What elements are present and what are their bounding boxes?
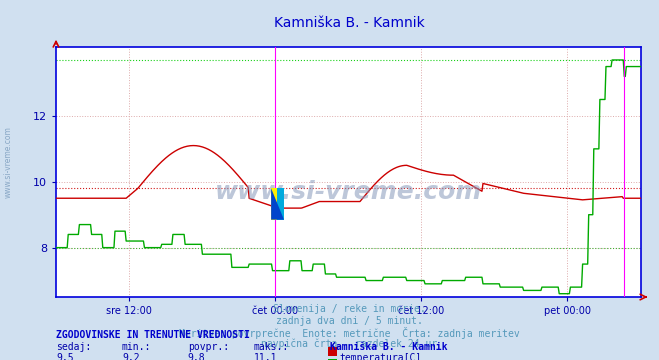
Text: www.si-vreme.com: www.si-vreme.com [215,180,482,204]
Text: Kamniška B. - Kamnik: Kamniška B. - Kamnik [330,342,447,352]
Text: navpična črta - razdelek 24 ur: navpična črta - razdelek 24 ur [261,339,438,349]
Text: 9,8: 9,8 [188,353,206,360]
Text: zadnja dva dni / 5 minut.: zadnja dva dni / 5 minut. [276,316,422,326]
Text: temperatura[C]: temperatura[C] [339,353,422,360]
Text: min.:: min.: [122,342,152,352]
Text: Slovenija / reke in morje.: Slovenija / reke in morje. [273,304,426,314]
Text: 11,1: 11,1 [254,353,277,360]
Text: maks.:: maks.: [254,342,289,352]
Text: Kamniška B. - Kamnik: Kamniška B. - Kamnik [274,16,424,30]
Text: Meritve: povrprečne  Enote: metrične  Črta: zadnja meritev: Meritve: povrprečne Enote: metrične Črta… [179,327,520,339]
Text: sedaj:: sedaj: [56,342,91,352]
Polygon shape [271,188,284,220]
Text: ZGODOVINSKE IN TRENUTNE VREDNOSTI: ZGODOVINSKE IN TRENUTNE VREDNOSTI [56,330,250,341]
Text: povpr.:: povpr.: [188,342,229,352]
FancyBboxPatch shape [277,188,284,220]
Text: 9,5: 9,5 [56,353,74,360]
Text: www.si-vreme.com: www.si-vreme.com [3,126,13,198]
FancyBboxPatch shape [271,188,281,220]
Text: 9,2: 9,2 [122,353,140,360]
